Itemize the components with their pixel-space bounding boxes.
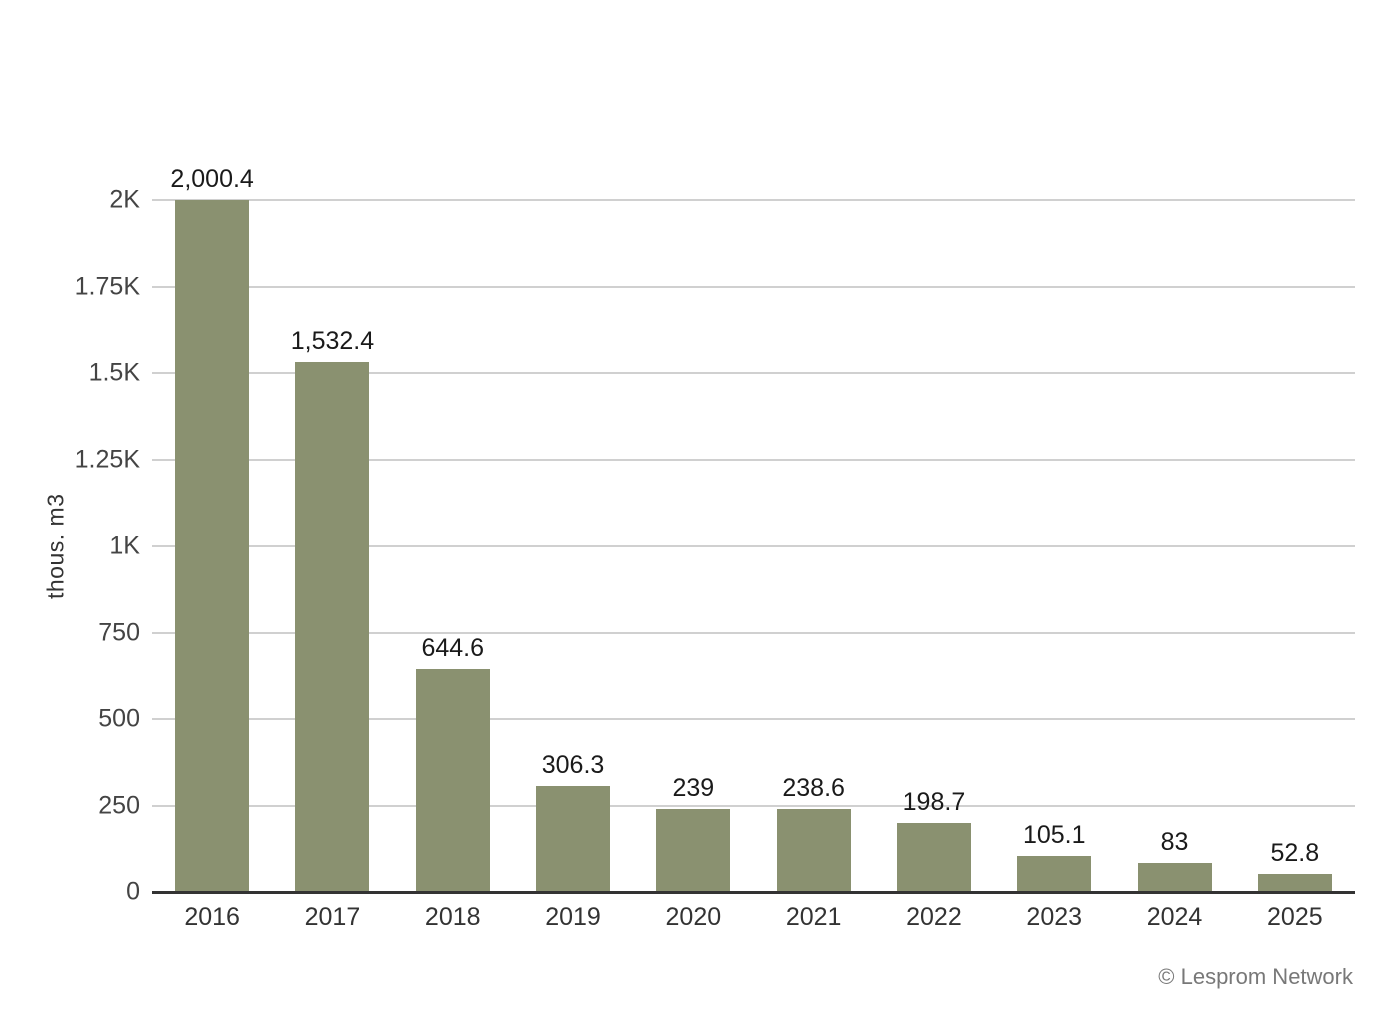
bar-value-label-2022: 198.7 [902,788,966,817]
plot-area: 2,000.4 1,532.4 644.6 306.3 239 238.6 198.7 105… [152,165,1355,894]
bar-band-2017: 1,532.4 [272,200,392,892]
y-tick-label-1.75K: 1.75K [74,272,140,300]
bar-2019 [536,786,611,892]
x-axis-label-2019: 2019 [545,903,601,931]
x-axis-label-2016: 2016 [184,903,240,931]
copyright-credit: © Lesprom Network [1158,964,1353,989]
gridline-1K [152,545,1355,547]
bar-value-label-2020: 239 [672,774,715,803]
bar-2024 [1137,863,1212,892]
y-tick-label-0: 0 [126,877,140,906]
bar-value-label-2018: 644.6 [421,633,485,662]
bar-band-2016: 2,000.4 [152,165,272,892]
y-tick-label-1.25K: 1.25K [74,445,140,473]
bar-2017 [295,361,370,892]
bar-2025 [1257,873,1332,892]
gridline-2K [152,199,1355,201]
bar-value-label-2024: 83 [1160,828,1189,857]
bar-value-label-2021: 238.6 [782,774,845,803]
y-axis-ticks: 0 250 500 750 1K 1.25K 1.5K 1.75K 2K [0,186,140,906]
bar-band-2019: 306.3 [513,200,633,892]
x-axis-label-2023: 2023 [1026,903,1083,931]
bar-2023 [1017,855,1092,892]
bar-2020 [656,809,731,892]
x-axis-label-2017: 2017 [304,903,361,931]
gridline-1.25K [152,458,1355,461]
bar-2021 [776,809,851,892]
bar-band-2022: 198.7 [874,200,994,892]
y-tick-label-750: 750 [98,618,140,646]
y-tick-label-500: 500 [98,704,140,733]
x-axis-label-2022: 2022 [906,903,962,931]
gridline-250 [152,804,1355,807]
y-tick-label-2K: 2K [109,185,140,214]
bar-2022 [896,823,971,892]
bar-value-label-2025: 52.8 [1270,838,1320,867]
x-axis-label-2025: 2025 [1267,903,1323,931]
y-tick-label-250: 250 [98,791,140,819]
y-tick-label-1.5K: 1.5K [88,358,140,387]
x-axis-line [152,891,1355,894]
bar-band-2021: 238.6 [754,200,874,892]
bar-2016 [175,199,250,892]
x-axis-label-2020: 2020 [665,903,722,931]
gridline-750 [152,631,1355,634]
x-axis-label-2021: 2021 [785,903,842,931]
bar-band-2020: 239 [633,200,753,892]
bar-band-2023: 105.1 [994,200,1114,892]
bar-band-2025: 52.8 [1235,200,1355,892]
gridline-1.75K [152,285,1355,288]
bar-value-label-2017: 1,532.4 [290,326,375,355]
bar-band-2018: 644.6 [393,200,513,892]
gridline-1.5K [152,372,1355,374]
bar-2018 [415,668,490,892]
bar-value-label-2023: 105.1 [1022,820,1086,849]
gridline-500 [152,718,1355,720]
bar-value-label-2019: 306.3 [541,751,605,780]
x-axis-label-2018: 2018 [424,903,481,931]
y-tick-label-1K: 1K [109,531,140,560]
x-axis-label-2024: 2024 [1146,903,1203,931]
x-axis-labels: 2016 2017 2018 2019 2020 2021 2022 2023 2024 2025 [152,903,1355,937]
bar-value-label-2016: 2,000.4 [170,164,254,193]
bar-band-2024: 83 [1114,200,1234,892]
